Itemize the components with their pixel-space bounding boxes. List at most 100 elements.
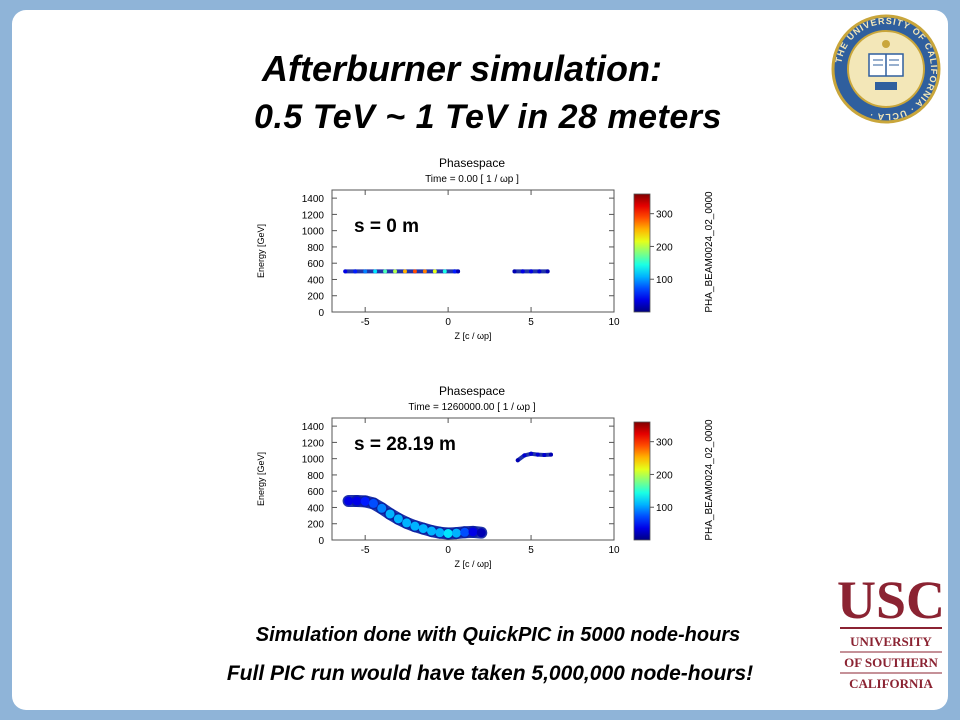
x-tick-label: 5 bbox=[528, 545, 534, 556]
y-tick-label: 0 bbox=[318, 308, 324, 319]
series-0-point-14 bbox=[460, 527, 470, 537]
series-1-point-1 bbox=[520, 269, 525, 274]
series-1-point-2 bbox=[529, 269, 534, 274]
x-tick-label: 10 bbox=[608, 317, 620, 328]
series-0-point-8 bbox=[422, 269, 427, 274]
colorbar bbox=[633, 421, 651, 541]
phasespace-plot-initial-svg: Phasespace Time = 0.00 [ 1 / ωp ] 0 200 400 6… bbox=[256, 156, 715, 341]
series-1-point-0 bbox=[515, 458, 520, 463]
series-0-point-13 bbox=[451, 528, 461, 538]
series-0-point-9 bbox=[432, 269, 437, 274]
x-tick-label: -5 bbox=[361, 317, 370, 328]
x-tick-label: 5 bbox=[528, 317, 534, 328]
series-1-point-3 bbox=[535, 452, 540, 457]
y-tick-label: 800 bbox=[307, 243, 324, 254]
colorbar-tick-label: 300 bbox=[656, 438, 673, 449]
series-1-point-3 bbox=[537, 269, 542, 274]
colorbar-tick-label: 300 bbox=[656, 210, 673, 221]
series-0-point-2 bbox=[360, 496, 370, 506]
series-0-point-16 bbox=[476, 528, 486, 538]
series-0-point-3 bbox=[373, 269, 378, 274]
series-0-point-6 bbox=[393, 514, 403, 524]
slide-title-line1: Afterburner simulation: bbox=[261, 48, 663, 89]
y-tick-label: 1400 bbox=[302, 422, 325, 433]
y-tick-label: 0 bbox=[318, 536, 324, 547]
x-tick-label: 0 bbox=[445, 545, 451, 556]
usc-logo-line3: CALIFORNIA bbox=[849, 676, 933, 691]
series-0-point-10 bbox=[442, 269, 447, 274]
series-0-point-1 bbox=[353, 269, 358, 274]
series-0-point-4 bbox=[377, 503, 387, 513]
series-0-point-5 bbox=[393, 269, 398, 274]
y-tick-label: 200 bbox=[307, 292, 324, 303]
y-tick-label: 400 bbox=[307, 275, 324, 286]
footer-line1: Simulation done with QuickPIC in 5000 no… bbox=[255, 624, 741, 646]
usc-logo-line1: UNIVERSITY bbox=[850, 634, 932, 649]
x-axis-label: Z [c / ωp] bbox=[454, 331, 491, 341]
y-tick-label: 1000 bbox=[302, 455, 325, 466]
phasespace-plot-initial: Phasespace Time = 0.00 [ 1 / ωp ] 0 200 400 6… bbox=[232, 152, 732, 342]
phasespace-plot-final-svg: Phasespace Time = 1260000.00 [ 1 / ωp ] 0 2… bbox=[256, 384, 715, 569]
series-1-point-5 bbox=[548, 452, 553, 457]
series-1-point-0 bbox=[512, 269, 517, 274]
phasespace-plot-final: Phasespace Time = 1260000.00 [ 1 / ωp ] 0 2… bbox=[232, 380, 732, 570]
y-tick-label: 800 bbox=[307, 471, 324, 482]
series-1-point-1 bbox=[522, 453, 527, 458]
series-0-point-5 bbox=[385, 509, 395, 519]
y-tick-label: 1200 bbox=[302, 438, 325, 449]
chart-subtitle: Time = 1260000.00 [ 1 / ωp ] bbox=[408, 402, 535, 413]
usc-logo-line2: OF SOUTHERN bbox=[844, 655, 938, 670]
y-tick-label: 600 bbox=[307, 259, 324, 270]
series-0-point-11 bbox=[452, 269, 457, 274]
plot-frame bbox=[331, 189, 615, 313]
series-0-point-0 bbox=[343, 269, 348, 274]
colorbar-label: PHA_BEAM0024_02_0000 bbox=[704, 191, 715, 313]
slide-title-line2: 0.5 TeV ~ 1 TeV in 28 meters bbox=[254, 98, 722, 136]
slide-background bbox=[12, 10, 948, 710]
colorbar-tick-label: 200 bbox=[656, 470, 673, 481]
y-tick-label: 600 bbox=[307, 487, 324, 498]
y-tick-label: 200 bbox=[307, 520, 324, 531]
chart-title: Phasespace bbox=[439, 384, 505, 398]
colorbar bbox=[633, 193, 651, 313]
y-axis-label: Energy [GeV] bbox=[256, 452, 266, 506]
x-tick-label: 0 bbox=[445, 317, 451, 328]
y-tick-label: 1000 bbox=[302, 227, 325, 238]
series-0-point-3 bbox=[368, 498, 378, 508]
series-0-point-8 bbox=[410, 521, 420, 531]
usc-logo-main: USC bbox=[837, 570, 945, 630]
x-tick-label: 10 bbox=[608, 545, 620, 556]
series-0-point-9 bbox=[418, 524, 428, 534]
series-0-point-12 bbox=[443, 528, 453, 538]
series-0-point-12 bbox=[456, 269, 461, 274]
y-tick-label: 1400 bbox=[302, 194, 325, 205]
colorbar-tick-label: 200 bbox=[656, 242, 673, 253]
series-0-point-6 bbox=[402, 269, 407, 274]
usc-logo: USC UNIVERSITY OF SOUTHERN CALIFORNIA bbox=[837, 570, 945, 691]
panel-label-final: s = 28.19 m bbox=[354, 434, 456, 456]
ucla-seal-logo: THE UNIVERSITY OF CALIFORNIA · UCLA · bbox=[831, 14, 941, 124]
series-0-point-7 bbox=[402, 518, 412, 528]
panel-label-initial: s = 0 m bbox=[354, 216, 419, 238]
footer-line2: Full PIC run would have taken 5,000,000 … bbox=[226, 662, 754, 685]
y-tick-label: 1200 bbox=[302, 210, 325, 221]
series-0-point-4 bbox=[383, 269, 388, 274]
series-0-point-15 bbox=[468, 527, 478, 537]
colorbar-tick-label: 100 bbox=[656, 275, 673, 286]
series-0-point-11 bbox=[435, 528, 445, 538]
series-0-point-7 bbox=[412, 269, 417, 274]
y-axis-label: Energy [GeV] bbox=[256, 224, 266, 278]
colorbar-tick-label: 100 bbox=[656, 503, 673, 514]
series-0-point-10 bbox=[427, 526, 437, 536]
series-0-point-2 bbox=[363, 269, 368, 274]
series-0-point-1 bbox=[352, 496, 362, 506]
series-1-point-2 bbox=[529, 451, 534, 456]
series-0-point-0 bbox=[344, 496, 354, 506]
x-tick-label: -5 bbox=[361, 545, 370, 556]
colorbar-label: PHA_BEAM0024_02_0000 bbox=[704, 419, 715, 541]
series-1-point-4 bbox=[542, 453, 547, 458]
chart-title: Phasespace bbox=[439, 156, 505, 170]
y-tick-label: 400 bbox=[307, 503, 324, 514]
series-1-point-4 bbox=[545, 269, 550, 274]
x-axis-label: Z [c / ωp] bbox=[454, 559, 491, 569]
